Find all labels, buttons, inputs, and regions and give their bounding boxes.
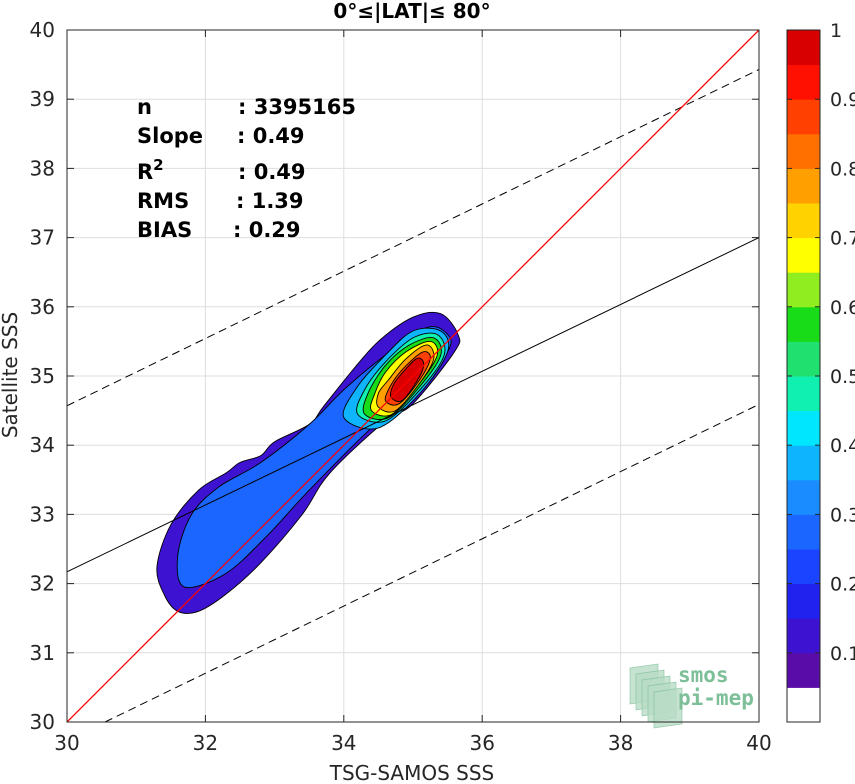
x-axis-label: TSG-SAMOS SSS	[329, 761, 495, 784]
stat-label: RMS	[137, 189, 189, 213]
colorbar-segment	[787, 168, 820, 204]
colorbar-tick-label: 0.1	[830, 643, 855, 665]
colorbar-tick-label: 0.3	[830, 504, 855, 526]
y-tick-label: 38	[30, 156, 55, 180]
colorbar-segment	[787, 376, 820, 412]
stat-value: : 3395165	[238, 95, 356, 119]
colorbar-segment	[787, 99, 820, 135]
colorbar-segment	[787, 237, 820, 273]
y-tick-label: 37	[30, 226, 55, 250]
colorbar-segment	[787, 64, 820, 100]
y-tick-label: 32	[30, 572, 55, 596]
stat-label: R2	[137, 156, 164, 184]
stat-value: : 0.49	[238, 160, 306, 184]
upper-bound-line	[67, 68, 759, 407]
colorbar-segment	[787, 272, 820, 308]
lower-bound-line	[104, 403, 759, 722]
stats-block: n : 3395165 Slope : 0.49 R2 : 0.49 RMS : 1.39 BI…	[137, 95, 356, 242]
colorbar-tick-label: 0.9	[830, 89, 855, 111]
stat-value: : 1.39	[236, 189, 304, 213]
colorbar-segment	[787, 618, 820, 654]
colorbar-segment	[787, 30, 820, 66]
colorbar: 0.1 0.2 0.3 0.4 0.5 0.6 0.7 0.8 0.9 1	[786, 20, 855, 723]
regression-line	[67, 237, 759, 573]
colorbar-tick-label: 0.5	[830, 366, 855, 388]
density-contours	[156, 311, 461, 614]
colorbar-segment	[787, 652, 820, 688]
colorbar-tick-label: 0.8	[830, 158, 855, 180]
y-tick-label: 33	[30, 502, 55, 526]
colorbar-segment	[787, 306, 820, 342]
y-tick-label: 30	[30, 710, 55, 734]
y-tick-label: 40	[30, 18, 55, 42]
y-axis-label: Satellite SSS	[0, 312, 22, 438]
x-tick-label: 36	[469, 731, 494, 755]
x-tick-label: 30	[54, 731, 79, 755]
colorbar-segment	[787, 583, 820, 619]
stat-label: n	[137, 95, 152, 119]
x-tick-label: 34	[331, 731, 356, 755]
stat-value: : 0.49	[237, 124, 305, 148]
y-tick-label: 36	[30, 295, 55, 319]
colorbar-segment	[787, 514, 820, 550]
y-tick-label: 39	[30, 87, 55, 111]
colorbar-tick-label: 0.2	[830, 574, 855, 596]
stat-label: Slope	[137, 124, 203, 148]
y-tick-label: 31	[30, 641, 55, 665]
logo-sheet	[653, 687, 683, 729]
colorbar-tick-label: 0.7	[830, 228, 855, 250]
colorbar-segment	[787, 203, 820, 239]
x-tick-label: 40	[746, 731, 771, 755]
colorbar-segment	[787, 410, 820, 446]
colorbar-segment	[787, 133, 820, 169]
colorbar-segment	[787, 687, 820, 723]
identity-line	[67, 30, 759, 722]
y-tick-label: 34	[30, 433, 55, 457]
stat-value: : 0.29	[233, 218, 301, 242]
chart-title: 0°≤|LAT|≤ 80°	[333, 0, 490, 23]
colorbar-tick-label: 1	[830, 20, 842, 42]
y-tick-label: 35	[30, 364, 55, 388]
colorbar-segment	[787, 549, 820, 585]
logo-text-pi-mep: pi-mep	[678, 686, 754, 710]
x-tick-label: 38	[608, 731, 633, 755]
x-tick-label: 32	[193, 731, 218, 755]
reference-lines	[67, 30, 759, 722]
colorbar-tick-label: 0.4	[830, 435, 855, 457]
logo-text-smos: smos	[678, 663, 729, 687]
colorbar-segment	[787, 479, 820, 515]
colorbar-segment	[787, 341, 820, 377]
stat-label: BIAS	[137, 218, 192, 242]
colorbar-tick-label: 0.6	[830, 297, 855, 319]
stat-label-superscript: 2	[153, 156, 163, 174]
colorbar-segment	[787, 445, 820, 481]
